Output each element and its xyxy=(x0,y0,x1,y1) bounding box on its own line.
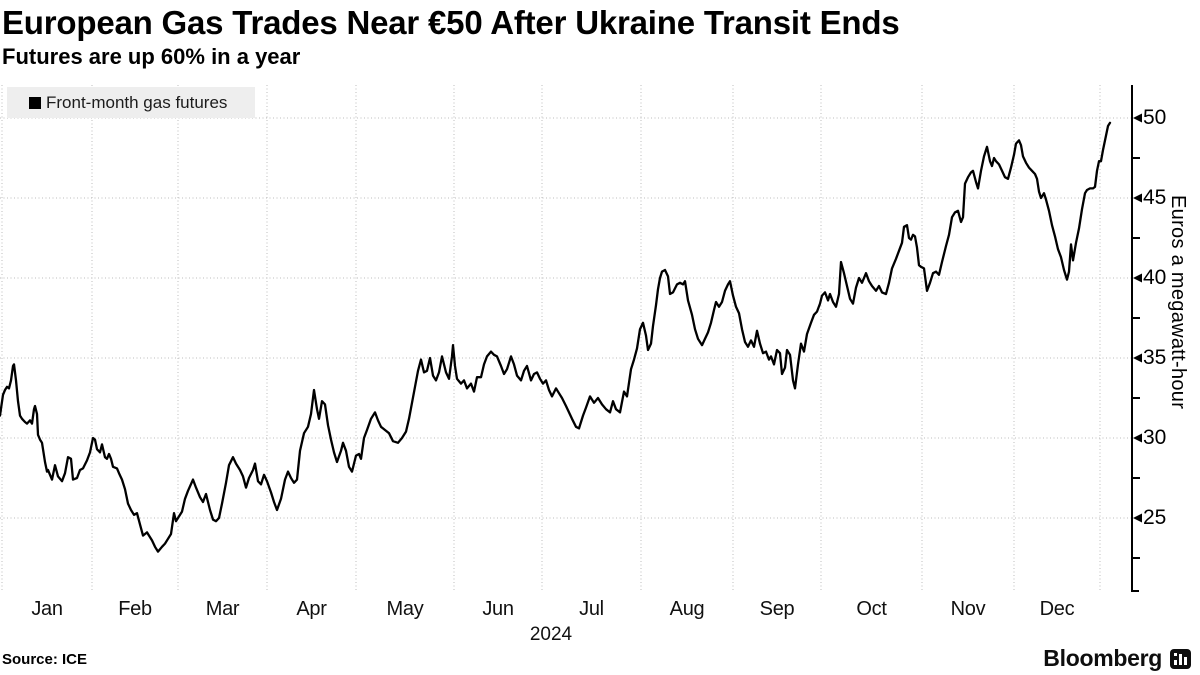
x-tick-label-apr: Apr xyxy=(296,598,327,620)
y-tick-label: 30 xyxy=(1143,426,1167,449)
x-tick-label-may: May xyxy=(386,598,424,620)
bloomberg-terminal-icon xyxy=(1170,648,1191,669)
legend-swatch-icon xyxy=(29,96,41,109)
price-line xyxy=(0,121,1112,553)
x-tick-label-feb: Feb xyxy=(118,598,152,620)
x-tick-label-nov: Nov xyxy=(950,598,986,620)
x-tick-label-jul: Jul xyxy=(579,598,604,620)
y-axis-major-tick-arrow-icon xyxy=(1133,273,1142,283)
legend-label: Front-month gas futures xyxy=(46,92,228,112)
y-axis-title: Euros a megawatt-hour xyxy=(1167,195,1189,410)
y-tick-label: 40 xyxy=(1143,266,1167,289)
x-tick-label-jan: Jan xyxy=(31,598,63,620)
brand-footer: Bloomberg xyxy=(1043,645,1191,672)
y-axis-major-tick-arrow-icon xyxy=(1133,513,1142,523)
x-tick-label-sep: Sep xyxy=(759,598,795,620)
chart-subtitle: Futures are up 60% in a year xyxy=(2,44,301,69)
source-note: Source: ICE xyxy=(2,651,88,668)
x-tick-label-dec: Dec xyxy=(1039,598,1075,620)
x-tick-label-oct: Oct xyxy=(856,598,887,620)
y-axis-major-tick-arrow-icon xyxy=(1133,193,1142,203)
y-tick-label: 25 xyxy=(1143,506,1167,529)
y-axis-major-tick-arrow-icon xyxy=(1133,433,1142,443)
x-tick-label-aug: Aug xyxy=(669,598,705,620)
y-axis-major-tick-arrow-icon xyxy=(1133,353,1142,363)
y-tick-label: 35 xyxy=(1143,346,1167,369)
chart-title: European Gas Trades Near €50 After Ukrai… xyxy=(2,4,900,41)
y-tick-label: 50 xyxy=(1143,106,1167,129)
y-tick-label: 45 xyxy=(1143,186,1167,209)
legend: Front-month gas futures xyxy=(7,87,255,118)
x-axis-year-label: 2024 xyxy=(529,624,573,645)
bloomberg-wordmark: Bloomberg xyxy=(1043,645,1162,671)
x-tick-label-mar: Mar xyxy=(205,598,240,620)
y-axis-major-tick-arrow-icon xyxy=(1133,113,1142,123)
x-tick-label-jun: Jun xyxy=(482,598,514,620)
